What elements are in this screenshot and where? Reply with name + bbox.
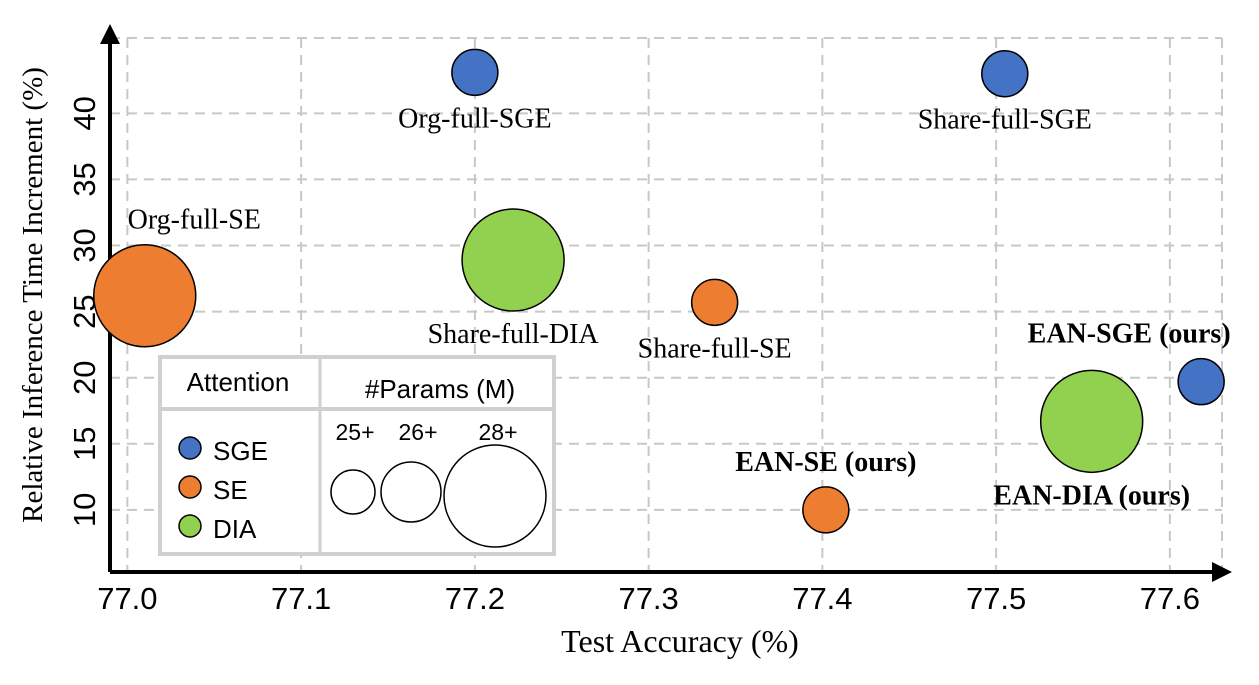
legend-attention-header: Attention (187, 367, 290, 397)
y-tick-label: 20 (67, 360, 102, 394)
legend-size-label: 28+ (478, 419, 517, 445)
bubble-share-full-sge (981, 49, 1029, 98)
legend-swatch-sge (178, 436, 202, 460)
data-bubbles (93, 48, 1225, 534)
y-tick-label: 10 (67, 493, 102, 527)
legend-size-label: 26+ (398, 419, 437, 445)
legend-entry-label: SE (213, 475, 248, 505)
x-axis-label: Test Accuracy (%) (561, 623, 799, 659)
data-label: EAN-SGE (ours) (1028, 319, 1231, 350)
x-tick-label: 77.5 (966, 581, 1026, 616)
y-tick-label: 30 (67, 228, 102, 262)
bubble-ean-dia-ours (1039, 369, 1144, 474)
bubble-ean-se-ours (802, 486, 850, 534)
data-label: EAN-DIA (ours) (993, 480, 1190, 511)
legend-params-header: #Params (M) (365, 374, 515, 404)
y-tick-label: 15 (67, 427, 102, 461)
legend-entry-label: DIA (213, 514, 257, 544)
bubble-share-full-se (690, 278, 739, 327)
x-tick-label: 77.3 (618, 581, 678, 616)
x-tick-label: 77.0 (97, 581, 157, 616)
data-label: Share-full-DIA (428, 319, 600, 350)
bubble-org-full-se (93, 243, 197, 348)
data-label: Org-full-SGE (398, 103, 551, 134)
legend-entry-label: SGE (213, 436, 268, 466)
x-tick-label: 77.4 (792, 581, 852, 616)
legend-swatch-dia (178, 514, 202, 538)
bubble-ean-sge-ours (1177, 357, 1225, 406)
tick-labels: 77.0 77.1 77.2 77.3 77.4 77.5 77.6101520253035… (67, 96, 1200, 616)
x-tick-label: 77.6 (1140, 581, 1200, 616)
legend-swatch-se (178, 475, 202, 499)
x-axis-arrow (1212, 562, 1232, 582)
x-tick-label: 77.1 (271, 581, 331, 616)
bubble-share-full-dia (461, 208, 565, 312)
y-axis-label: Relative Inference Time Increment (%) (17, 67, 49, 523)
data-label: Org-full-SE (128, 205, 261, 236)
legend-size-circle (443, 444, 547, 548)
data-label: Share-full-SGE (918, 105, 1092, 136)
legend-size-label: 25+ (335, 419, 374, 445)
legend-size-circle (380, 461, 442, 523)
data-label: Share-full-SE (638, 333, 792, 364)
data-labels: Org-full-SGE Share-full-SGE Org-full-SE Sha… (128, 103, 1231, 511)
y-axis-arrow (100, 24, 120, 44)
x-tick-label: 77.2 (445, 581, 505, 616)
y-tick-label: 40 (67, 96, 102, 130)
y-tick-label: 35 (67, 162, 102, 196)
bubble-org-full-sge (451, 48, 499, 97)
legend: Attention #Params (M) SGE SE DIA 25+ 26+ 28+ (158, 355, 556, 556)
legend-size-circle (330, 469, 376, 515)
data-label: EAN-SE (ours) (735, 447, 916, 478)
